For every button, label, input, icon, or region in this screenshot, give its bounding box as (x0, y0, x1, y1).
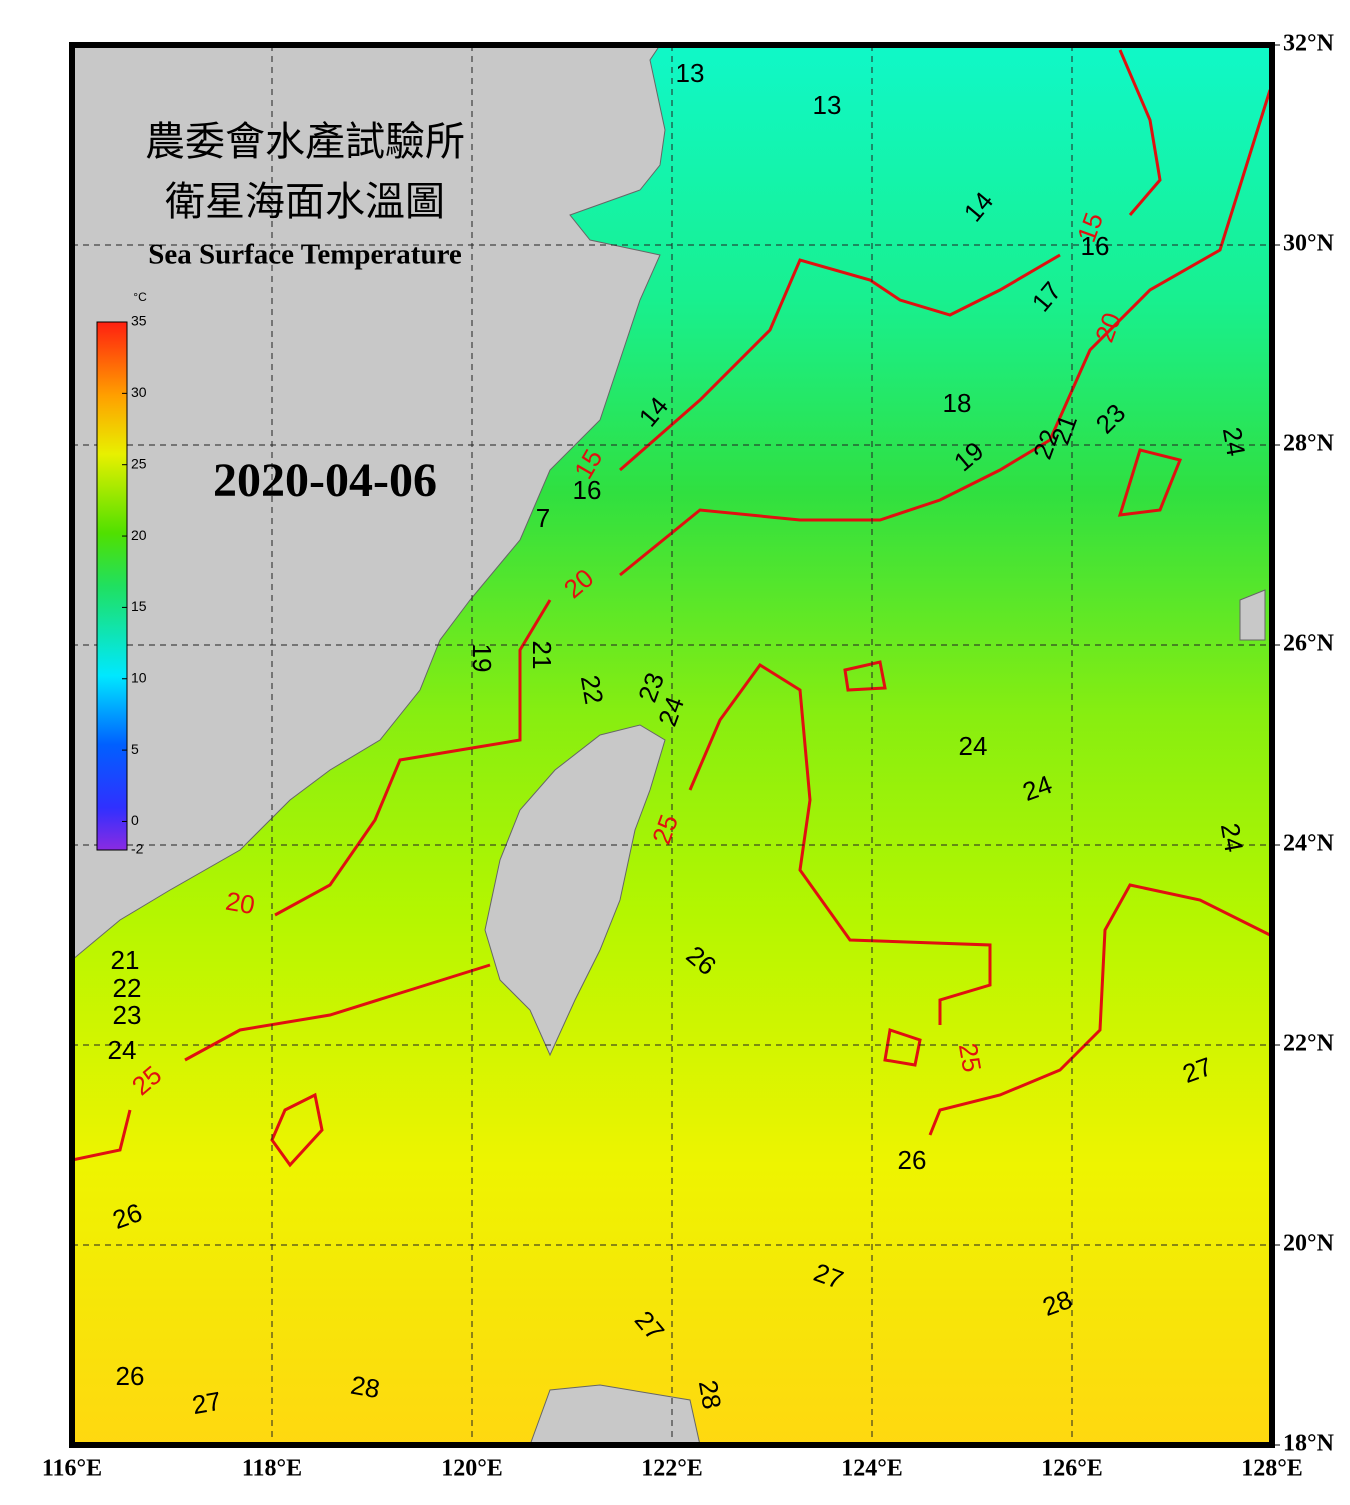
subtitle-zh: 衛星海面水溫圖 (165, 179, 445, 225)
contour-label: 19 (467, 644, 497, 673)
contour-label: 7 (536, 503, 550, 533)
colorbar-tick-label: 15 (131, 598, 147, 614)
colorbar-tick-label: 10 (131, 669, 147, 685)
colorbar-tick-label: 20 (131, 527, 147, 543)
lat-label: 20°N (1283, 1231, 1335, 1257)
contour-label: 28 (349, 1370, 383, 1405)
island (1239, 589, 1266, 641)
colorbar: °C 35 30 25 20 15 10 5 0 -2 (96, 290, 147, 857)
lon-label: 128°E (1241, 1456, 1303, 1482)
isotherms (72, 49, 1272, 1168)
colorbar-tick-label: 0 (131, 812, 139, 828)
contour-label: 21 (111, 945, 140, 975)
axis-labels: 116°E 118°E 120°E 122°E 124°E 126°E 128°E18°N 2… (42, 31, 1335, 1482)
contour-label: 26 (898, 1145, 927, 1175)
luzon (529, 1384, 701, 1445)
lon-label: 126°E (1041, 1456, 1103, 1482)
contour-label: 28 (693, 1378, 728, 1412)
lat-label: 28°N (1283, 431, 1335, 457)
taiwan (484, 724, 666, 1057)
colorbar-unit: °C (133, 290, 147, 304)
contour-label: 13 (676, 58, 705, 88)
colorbar-tick-label: 25 (131, 455, 147, 471)
colorbar-tick-label: 5 (131, 741, 139, 757)
lat-label: 32°N (1283, 31, 1335, 57)
lon-label: 120°E (441, 1456, 503, 1482)
lat-label: 18°N (1283, 1431, 1335, 1457)
lon-label: 116°E (42, 1456, 102, 1482)
colorbar-tick-label: 35 (131, 313, 147, 329)
colorbar-tick-label: 30 (131, 384, 147, 400)
contour-label: 20 (224, 886, 258, 921)
contour-label: 16 (1081, 231, 1110, 261)
contour-label: 24 (1215, 821, 1250, 855)
contour-label: 22 (113, 973, 142, 1003)
lat-label: 26°N (1283, 631, 1335, 657)
map-frame (69, 42, 1275, 1448)
title-zh: 農委會水產試驗所 (145, 119, 465, 165)
lon-label: 122°E (641, 1456, 703, 1482)
contour-label: 16 (573, 475, 602, 505)
lat-label: 30°N (1283, 231, 1335, 257)
lon-label: 118°E (242, 1456, 302, 1482)
graticule (72, 45, 1272, 1445)
contour-label: 22 (575, 673, 610, 707)
contour-label: 21 (527, 641, 557, 670)
contour-label: 24 (1217, 425, 1252, 459)
date: 2020-04-06 (213, 454, 437, 507)
lon-label: 124°E (841, 1456, 903, 1482)
contour-label: 25 (953, 1041, 988, 1075)
contour-label: 26 (116, 1361, 145, 1391)
lat-label: 22°N (1283, 1031, 1335, 1057)
contour-label: 18 (943, 388, 972, 418)
colorbar-ramp (96, 321, 128, 851)
contour-label: 24 (108, 1035, 137, 1065)
mainland (72, 45, 666, 961)
contour-label: 24 (959, 731, 988, 761)
contour-label: 13 (813, 90, 842, 120)
lat-label: 24°N (1283, 831, 1335, 857)
contour-label: 23 (113, 1000, 142, 1030)
title-en: Sea Surface Temperature (148, 239, 462, 271)
contour-label: 27 (190, 1386, 224, 1421)
colorbar-tick-label: -2 (131, 841, 144, 857)
